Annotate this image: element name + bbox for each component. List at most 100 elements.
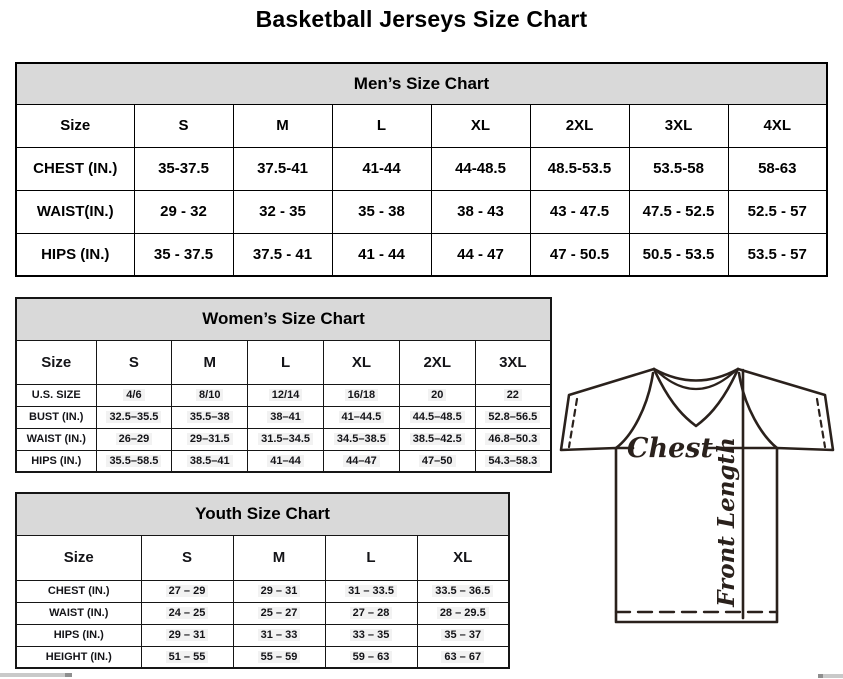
mens-column-header-row: Size S M L XL 2XL 3XL 4XL — [15, 103, 828, 148]
size-value: 44–47 — [343, 454, 380, 467]
size-value: 29 – 31 — [257, 585, 301, 597]
jersey-diagram-svg: Chest Front Length — [559, 367, 835, 624]
youth-column-header-m: M — [232, 534, 326, 581]
size-value-cell: 41 - 44 — [331, 232, 432, 277]
row-label: HIPS (IN.) — [15, 449, 97, 473]
size-value: 35 - 37.5 — [153, 245, 214, 263]
size-value: 32.5–35.5 — [106, 411, 162, 423]
mens-table-row: HIPS (IN.) 35 - 37.5 37.5 - 41 41 - 44 44 - … — [15, 232, 828, 277]
size-value-cell: 38.5–42.5 — [398, 427, 476, 451]
jersey-outline — [559, 367, 835, 624]
horizontal-scrollbar-fragment-right[interactable] — [818, 674, 843, 678]
size-value: 34.5–38.5 — [333, 433, 389, 445]
size-value-cell: 41–44 — [247, 449, 324, 473]
horizontal-scrollbar-fragment-left[interactable] — [0, 673, 72, 677]
youth-size-table: Youth Size Chart Size S M L XL CHEST (IN.) 27… — [15, 492, 510, 669]
size-value-cell: 22 — [474, 383, 552, 407]
size-value-cell: 35-37.5 — [133, 146, 234, 191]
womens-column-header-3xl: 3XL — [474, 339, 552, 385]
youth-table-title: Youth Size Chart — [15, 492, 510, 536]
size-value: 53.5-58 — [653, 160, 704, 177]
size-value: 28 – 29.5 — [436, 607, 489, 619]
size-value: 22 — [503, 389, 522, 401]
size-value: 35.5–58.5 — [106, 454, 162, 467]
womens-column-header-xl: XL — [322, 339, 400, 385]
womens-column-header-2xl: 2XL — [398, 339, 476, 385]
size-value: 31.5–34.5 — [258, 433, 314, 445]
size-value: 31 – 33.5 — [345, 585, 397, 597]
size-value: 38 - 43 — [457, 203, 504, 220]
size-value-cell: 33.5 – 36.5 — [416, 579, 510, 603]
size-value: 54.3–58.3 — [485, 454, 541, 467]
size-value: 31 – 33 — [257, 629, 301, 641]
size-value-cell: 50.5 - 53.5 — [628, 232, 729, 277]
size-value-cell: 63 – 67 — [416, 645, 510, 669]
size-value: 41-44 — [362, 160, 401, 177]
mens-column-header-m: M — [232, 103, 333, 148]
size-value-cell: 35.5–38 — [171, 405, 249, 429]
youth-table-row: HIPS (IN.) 29 – 31 31 – 33 33 – 35 35 – 37 — [15, 623, 510, 647]
size-value: 37.5-41 — [257, 160, 308, 177]
size-value: 51 – 55 — [165, 650, 209, 663]
size-value: 32 - 35 — [259, 203, 306, 220]
size-value-cell: 53.5 - 57 — [727, 232, 828, 277]
jersey-measurement-diagram: Chest Front Length — [556, 362, 838, 628]
size-value: 50.5 - 53.5 — [642, 245, 715, 263]
size-value-cell: 59 – 63 — [324, 645, 418, 669]
size-value-cell: 53.5-58 — [628, 146, 729, 191]
size-value-cell: 32.5–35.5 — [95, 405, 173, 429]
womens-column-header-s: S — [95, 339, 173, 385]
size-value-cell: 26–29 — [95, 427, 173, 451]
row-label: WAIST (IN.) — [15, 427, 97, 451]
youth-column-header-size: Size — [15, 534, 142, 581]
mens-column-header-4xl: 4XL — [727, 103, 828, 148]
mens-table-row: WAIST(IN.) 29 - 32 32 - 35 35 - 38 38 - 43 43… — [15, 189, 828, 234]
youth-column-header-s: S — [140, 534, 234, 581]
jersey-left-seam — [614, 371, 655, 450]
jersey-collar-back-2 — [656, 370, 736, 391]
scrollbar-thumb-edge[interactable] — [818, 674, 823, 678]
size-value-cell: 54.3–58.3 — [474, 449, 552, 473]
womens-table-row: WAIST (IN.) 26–29 29–31.5 31.5–34.5 34.5–38.… — [15, 427, 552, 451]
youth-table-row: WAIST (IN.) 24 – 25 25 – 27 27 – 28 28 – 29.… — [15, 601, 510, 625]
womens-table-row: U.S. SIZE 4/6 8/10 12/14 16/18 20 22 — [15, 383, 552, 407]
row-label: HEIGHT (IN.) — [15, 645, 142, 669]
size-value-cell: 28 – 29.5 — [416, 601, 510, 625]
size-value-cell: 38.5–41 — [171, 449, 249, 473]
womens-table-header-band: Women’s Size Chart — [15, 297, 552, 341]
size-value: 12/14 — [268, 389, 303, 401]
row-label: CHEST (IN.) — [15, 146, 135, 191]
row-label: U.S. SIZE — [15, 383, 97, 407]
row-label: WAIST (IN.) — [15, 601, 142, 625]
size-value: 38.5–42.5 — [409, 433, 465, 445]
womens-size-table: Women’s Size Chart Size S M L XL 2XL 3XL U.S. … — [15, 297, 552, 473]
size-value: 29 – 31 — [165, 629, 209, 641]
size-value: 35 - 38 — [358, 203, 405, 220]
size-value: 35 – 37 — [441, 629, 485, 641]
size-value-cell: 29 – 31 — [140, 623, 234, 647]
scrollbar-thumb-edge[interactable] — [65, 673, 72, 677]
size-value-cell: 35 – 37 — [416, 623, 510, 647]
size-value-cell: 37.5-41 — [232, 146, 333, 191]
size-value-cell: 47 - 50.5 — [529, 232, 630, 277]
size-value-cell: 44 - 47 — [430, 232, 531, 277]
size-value: 38–41 — [267, 411, 304, 423]
size-value: 20 — [428, 389, 447, 401]
size-value: 4/6 — [123, 389, 145, 401]
size-value-cell: 44.5–48.5 — [398, 405, 476, 429]
womens-column-header-row: Size S M L XL 2XL 3XL — [15, 339, 552, 385]
size-value-cell: 31.5–34.5 — [247, 427, 324, 451]
size-value: 27 – 28 — [349, 607, 393, 619]
size-value-cell: 41-44 — [331, 146, 432, 191]
row-label: HIPS (IN.) — [15, 623, 142, 647]
size-value: 44.5–48.5 — [409, 411, 465, 423]
size-value: 41 - 44 — [358, 245, 405, 263]
size-value-cell: 34.5–38.5 — [322, 427, 400, 451]
size-value: 38.5–41 — [186, 454, 233, 467]
size-value-cell: 58-63 — [727, 146, 828, 191]
size-value: 53.5 - 57 — [747, 245, 807, 263]
size-value: 29 - 32 — [160, 203, 207, 220]
youth-column-header-l: L — [324, 534, 418, 581]
mens-column-header-xl: XL — [430, 103, 531, 148]
